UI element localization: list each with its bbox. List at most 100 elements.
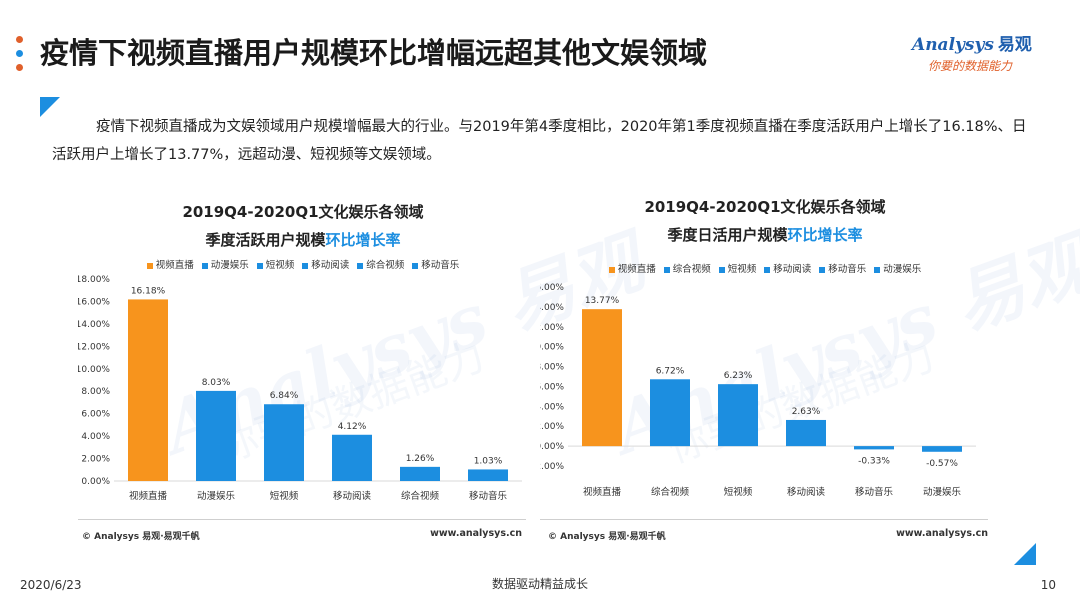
data-label: 16.18% [131, 286, 166, 296]
chart-subtitle: 季度活跃用户规模环比增长率 [78, 229, 528, 250]
y-tick-label: 6.00% [81, 410, 110, 420]
legend-item: 动漫娱乐 [874, 261, 921, 275]
x-tick-label: 动漫娱乐 [923, 486, 962, 498]
y-tick-label: 10.00% [78, 365, 110, 375]
legend-swatch [146, 262, 153, 269]
data-label: -0.33% [858, 456, 890, 466]
bar [854, 446, 894, 450]
x-tick-label: 视频直播 [129, 490, 168, 502]
chart-panel-daily-users: 2019Q4-2020Q1文化娱乐各领域 季度日活用户规模环比增长率 视频直播综… [540, 190, 990, 545]
corner-triangle-decoration [40, 97, 60, 117]
title-dots [14, 36, 24, 76]
data-label: 13.77% [585, 296, 620, 306]
bar-chart-daily-users: -2.00% 0.00% 2.00% 4.00% 6.00% 8.00% 10.00% 12.… [540, 283, 976, 498]
data-label: 6.84% [270, 391, 299, 401]
bar [400, 466, 440, 481]
legend-label: 动漫娱乐 [883, 264, 922, 275]
data-label: 6.23% [724, 371, 753, 381]
legend-label: 短视频 [265, 260, 295, 271]
y-tick-label: 18.00% [78, 275, 110, 285]
legend-swatch [302, 262, 309, 269]
chart-subtitle-plain: 季度活跃用户规模 [205, 231, 326, 249]
legend-label: 动漫娱乐 [210, 260, 249, 271]
bar [786, 419, 826, 447]
legend-label: 视频直播 [155, 260, 194, 271]
footer-date: 2020/6/23 [20, 578, 82, 592]
y-tick-label: 16.00% [540, 283, 564, 293]
chart-source: © Analysys 易观·易观千帆 [82, 532, 200, 542]
bar [128, 299, 168, 481]
bar [332, 434, 372, 481]
x-tick-label: 综合视频 [401, 490, 440, 502]
logo-brand: Analysys 易观 [912, 30, 1052, 55]
legend-swatch [201, 262, 208, 269]
y-tick-label: 6.00% [540, 382, 564, 392]
y-tick-label: -2.00% [540, 462, 564, 472]
y-tick-label: 14.00% [540, 303, 564, 313]
legend-label: 移动阅读 [773, 264, 812, 275]
footer-slogan: 数据驱动精益成长 [491, 577, 588, 591]
y-tick-label: 8.00% [81, 387, 110, 397]
legend-swatch [663, 266, 670, 273]
x-tick-label: 移动音乐 [855, 486, 894, 498]
legend-label: 综合视频 [672, 264, 711, 275]
y-tick-label: 4.00% [540, 402, 564, 412]
legend-item: 短视频 [718, 261, 757, 275]
chart-source: © Analysys 易观·易观千帆 [548, 532, 666, 542]
legend-label: 移动音乐 [828, 264, 867, 275]
chart-title: 2019Q4-2020Q1文化娱乐各领域 [644, 198, 886, 216]
x-tick-label: 动漫娱乐 [197, 490, 236, 502]
intro-paragraph: 疫情下视频直播成为文娱领域用户规模增幅最大的行业。与2019年第4季度相比，20… [52, 119, 1027, 163]
y-tick-label: 0.00% [540, 442, 564, 452]
legend-item: 移动音乐 [412, 257, 459, 271]
y-tick-label: 8.00% [540, 363, 564, 373]
bar [264, 404, 304, 481]
logo-brand-en: Analysys [912, 35, 994, 55]
data-label: 2.63% [792, 407, 821, 417]
legend-item: 移动音乐 [819, 261, 866, 275]
chart-subtitle-highlight: 环比增长率 [325, 231, 401, 249]
y-tick-label: 2.00% [540, 422, 564, 432]
chart-url: www.analysys.cn [896, 528, 988, 539]
legend-label: 移动阅读 [311, 260, 350, 271]
y-tick-label: 16.00% [78, 297, 110, 307]
legend-item: 综合视频 [357, 257, 404, 271]
legend-item: 移动阅读 [302, 257, 349, 271]
legend-swatch [718, 266, 725, 273]
legend-item: 移动阅读 [764, 261, 811, 275]
bar [468, 469, 508, 481]
chart-panel-active-users: 2019Q4-2020Q1文化娱乐各领域 季度活跃用户规模环比增长率 视频直播动… [78, 195, 528, 545]
title-dot [16, 36, 23, 43]
chart-subtitle-highlight: 环比增长率 [787, 226, 863, 244]
title-dot [16, 64, 23, 71]
x-tick-label: 视频直播 [583, 486, 622, 498]
page-number: 10 [1040, 578, 1056, 592]
legend-label: 短视频 [727, 264, 757, 275]
y-tick-label: 14.00% [78, 320, 110, 330]
chart-subtitle: 季度日活用户规模环比增长率 [540, 224, 990, 245]
chart-url: www.analysys.cn [430, 528, 522, 539]
legend-label: 综合视频 [366, 260, 405, 271]
legend-swatch [357, 262, 364, 269]
y-tick-label: 10.00% [540, 343, 564, 353]
y-tick-label: 12.00% [540, 323, 564, 333]
x-tick-label: 短视频 [270, 490, 299, 502]
legend-label: 视频直播 [617, 264, 656, 275]
chart-title: 2019Q4-2020Q1文化娱乐各领域 [182, 203, 424, 221]
data-label: 6.72% [656, 366, 685, 376]
legend-swatch [412, 262, 419, 269]
data-label: 1.03% [474, 456, 503, 466]
legend-item: 视频直播 [146, 257, 194, 271]
bar [718, 384, 758, 447]
chart-footer-divider [78, 519, 526, 520]
legend-item: 动漫娱乐 [201, 257, 249, 271]
logo-slogan: 你要的数据能力 [928, 59, 1013, 73]
legend-item: 视频直播 [608, 261, 656, 275]
chart-legend: 视频直播 动漫娱乐 短视频 移动阅读 综合视频 移动音乐 [78, 257, 528, 271]
chart-legend: 视频直播 综合视频 短视频 移动阅读 移动音乐 动漫娱乐 [540, 261, 990, 275]
x-tick-label: 综合视频 [651, 486, 690, 498]
page-title: 疫情下视频直播用户规模环比增幅远超其他文娱领域 [40, 36, 708, 70]
bar-chart-active-users: 0.00% 2.00% 4.00% 6.00% 8.00% 10.00% 12.00% 14.… [78, 275, 522, 502]
y-tick-label: 12.00% [78, 342, 110, 352]
y-tick-label: 4.00% [81, 432, 110, 442]
